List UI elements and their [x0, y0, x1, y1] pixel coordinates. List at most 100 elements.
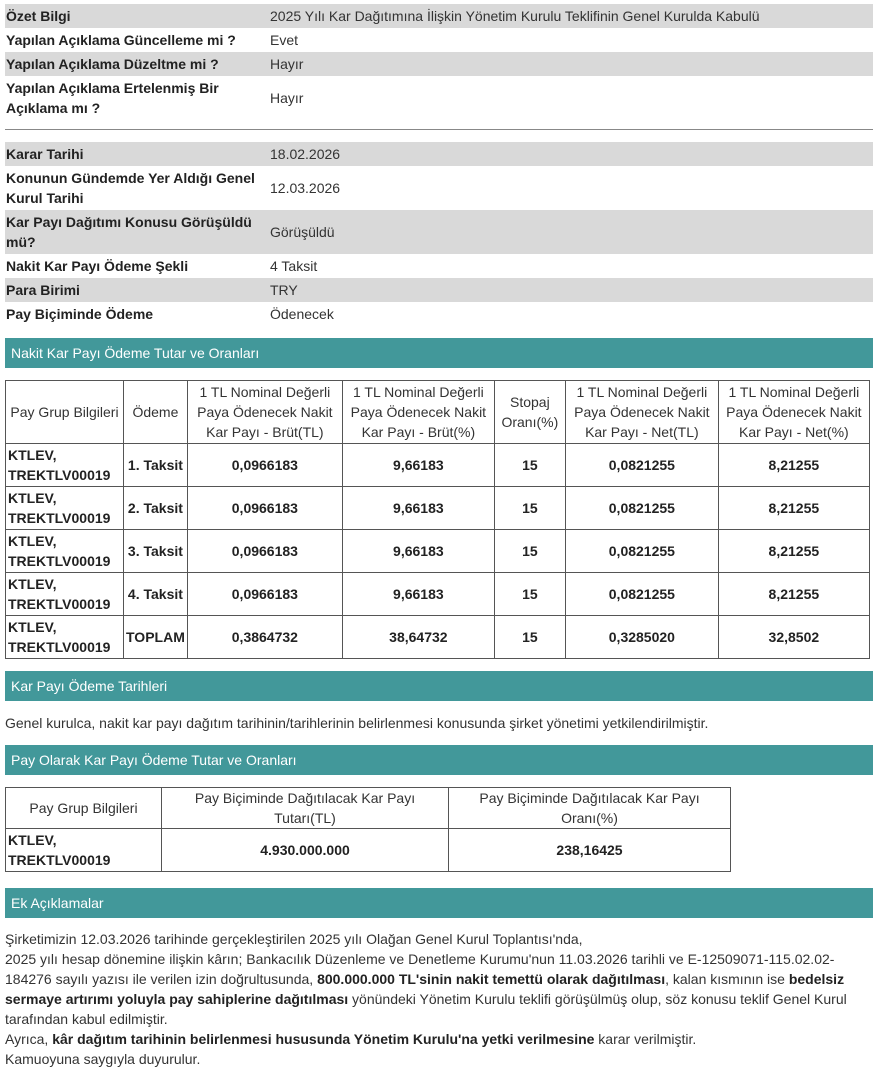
cash-dividend-table: Pay Grup Bilgileri Ödeme 1 TL Nominal Değe…	[5, 380, 870, 659]
info-row: Para Birimi TRY	[5, 278, 873, 302]
table-cell: 0,0966183	[186, 443, 343, 487]
info-value: Görüşüldü	[270, 224, 335, 240]
table-cell: 9,66183	[341, 529, 495, 573]
info-row: Kar Payı Dağıtımı Konusu Görüşüldü mü? Gö…	[5, 210, 873, 254]
table-cell: 3. Taksit	[123, 529, 188, 573]
table-row: KTLEV, TREKTLV00019 2. Taksit 0,0966183 9,6…	[5, 486, 870, 530]
table-row: KTLEV, TREKTLV00019 4. Taksit 0,0966183 9,6…	[5, 572, 870, 616]
table-row: KTLEV, TREKTLV00019 1. Taksit 0,0966183 9,6…	[5, 443, 870, 487]
table-row: KTLEV, TREKTLV00019 3. Taksit 0,0966183 9,6…	[5, 529, 870, 573]
table-row: KTLEV, TREKTLV00019 TOPLAM 0,3864732 38,647…	[5, 615, 870, 659]
table-cell: 32,8502	[717, 615, 870, 659]
section-header-notes: Ek Açıklamalar	[5, 888, 873, 918]
section-header-dates: Kar Payı Ödeme Tarihleri	[5, 671, 873, 701]
column-header: 1 TL Nominal Değerli Paya Ödenecek Nakit…	[341, 380, 495, 444]
info-value: 12.03.2026	[270, 180, 341, 196]
column-header: Pay Grup Bilgileri	[5, 787, 162, 829]
info-label: Karar Tarihi	[6, 146, 84, 162]
table-cell: TOPLAM	[123, 615, 188, 659]
column-header: Stopaj Oranı(%)	[493, 380, 566, 444]
summary-table: Özet Bilgi 2025 Yılı Kar Dağıtımına İlişk…	[5, 4, 873, 120]
table-row: KTLEV, TREKTLV00019 4.930.000.000 238,1642…	[5, 828, 731, 872]
text: karar verilmiştir.	[594, 1031, 697, 1047]
info-label: Özet Bilgi	[6, 8, 71, 24]
notes-line: Şirketimizin 12.03.2026 tarihinde gerçek…	[5, 931, 583, 947]
column-header: 1 TL Nominal Değerli Paya Ödenecek Nakit…	[186, 380, 343, 444]
table-cell: 15	[493, 529, 566, 573]
info-row: Yapılan Açıklama Güncelleme mi ? Evet	[5, 28, 873, 52]
table-cell: 15	[493, 486, 566, 530]
text: , kalan kısmının ise	[665, 971, 789, 987]
column-header: Ödeme	[123, 380, 188, 444]
text: 2025 yılı hesap dönemine ilişkin kârın; …	[5, 951, 835, 987]
table-cell: KTLEV, TREKTLV00019	[5, 486, 124, 530]
info-value: Hayır	[270, 56, 304, 72]
info-label: Para Birimi	[6, 282, 80, 298]
table-cell: KTLEV, TREKTLV00019	[5, 529, 124, 573]
table-cell: 0,3285020	[564, 615, 719, 659]
info-value: 18.02.2026	[270, 146, 341, 162]
notes-paragraph: 2025 yılı hesap dönemine ilişkin kârın; …	[5, 949, 873, 1029]
table-cell: 15	[493, 615, 566, 659]
section-header-share: Pay Olarak Kar Payı Ödeme Tutar ve Oranl…	[5, 745, 873, 775]
column-header: Pay Biçiminde Dağıtılacak Kar Payı Oranı…	[448, 787, 731, 829]
share-dividend-table: Pay Grup Bilgileri Pay Biçiminde Dağıtıla…	[5, 787, 731, 872]
table-cell: 0,0821255	[564, 572, 719, 616]
info-value: Ödenecek	[270, 306, 334, 322]
table-cell: 8,21255	[717, 443, 870, 487]
table-cell: 0,0966183	[186, 572, 343, 616]
table-cell: 0,0821255	[564, 486, 719, 530]
table-cell: 0,0821255	[564, 443, 719, 487]
info-value: Hayır	[270, 90, 304, 106]
table-cell: 9,66183	[341, 443, 495, 487]
table-cell: 8,21255	[717, 529, 870, 573]
decision-table: Karar Tarihi 18.02.2026 Konunun Gündemde Y…	[5, 142, 873, 326]
info-row: Özet Bilgi 2025 Yılı Kar Dağıtımına İlişk…	[5, 4, 873, 28]
info-value: TRY	[270, 282, 298, 298]
table-cell: 2. Taksit	[123, 486, 188, 530]
column-header: Pay Grup Bilgileri	[5, 380, 124, 444]
info-row: Yapılan Açıklama Düzeltme mi ? Hayır	[5, 52, 873, 76]
table-cell: KTLEV, TREKTLV00019	[5, 828, 162, 872]
info-label: Yapılan Açıklama Ertelenmiş Bir Açıklama…	[6, 80, 219, 116]
info-row: Nakit Kar Payı Ödeme Şekli 4 Taksit	[5, 254, 873, 278]
table-cell: 1. Taksit	[123, 443, 188, 487]
notes-text: Şirketimizin 12.03.2026 tarihinde gerçek…	[5, 929, 873, 1069]
table-cell: 4. Taksit	[123, 572, 188, 616]
text: Ayrıca,	[5, 1031, 53, 1047]
table-cell: KTLEV, TREKTLV00019	[5, 443, 124, 487]
column-header: 1 TL Nominal Değerli Paya Ödenecek Nakit…	[564, 380, 719, 444]
table-cell: KTLEV, TREKTLV00019	[5, 572, 124, 616]
bold-text: kâr dağıtım tarihinin belirlenmesi husus…	[52, 1031, 595, 1047]
table-cell: 0,0966183	[186, 486, 343, 530]
divider	[5, 129, 873, 130]
dates-text: Genel kurulca, nakit kar payı dağıtım ta…	[5, 715, 709, 731]
table-cell: 238,16425	[448, 828, 731, 872]
info-row: Yapılan Açıklama Ertelenmiş Bir Açıklama…	[5, 76, 873, 120]
table-cell: 9,66183	[341, 486, 495, 530]
info-value: 4 Taksit	[270, 258, 318, 274]
table-cell: 15	[493, 572, 566, 616]
column-header: Pay Biçiminde Dağıtılacak Kar Payı Tutar…	[161, 787, 449, 829]
table-cell: 8,21255	[717, 572, 870, 616]
info-label: Nakit Kar Payı Ödeme Şekli	[6, 258, 189, 274]
info-row: Karar Tarihi 18.02.2026	[5, 142, 873, 166]
bold-text: bedelsiz sermaye artırımı yoluyla pay sa…	[5, 971, 845, 1007]
table-cell: 4.930.000.000	[161, 828, 449, 872]
info-value: Evet	[270, 32, 299, 48]
info-value: 2025 Yılı Kar Dağıtımına İlişkin Yönetim…	[270, 8, 760, 24]
table-cell: 38,64732	[341, 615, 495, 659]
bold-text: 800.000.000 TL'sinin nakit temettü olara…	[317, 971, 666, 987]
table-cell: 0,0966183	[186, 529, 343, 573]
table-cell: 15	[493, 443, 566, 487]
table-cell: 0,3864732	[186, 615, 343, 659]
notes-line: Ayrıca, kâr dağıtım tarihinin belirlenme…	[5, 1029, 873, 1049]
info-row: Konunun Gündemde Yer Aldığı Genel Kurul …	[5, 166, 873, 210]
info-label: Pay Biçiminde Ödeme	[6, 306, 154, 322]
table-cell: 0,0821255	[564, 529, 719, 573]
section-header-cash: Nakit Kar Payı Ödeme Tutar ve Oranları	[5, 338, 873, 368]
notes-line: Kamuoyuna saygıyla duyurulur.	[5, 1051, 201, 1067]
info-label: Yapılan Açıklama Düzeltme mi ?	[6, 56, 219, 72]
info-row: Pay Biçiminde Ödeme Ödenecek	[5, 302, 873, 326]
info-label: Kar Payı Dağıtımı Konusu Görüşüldü mü?	[6, 214, 252, 250]
